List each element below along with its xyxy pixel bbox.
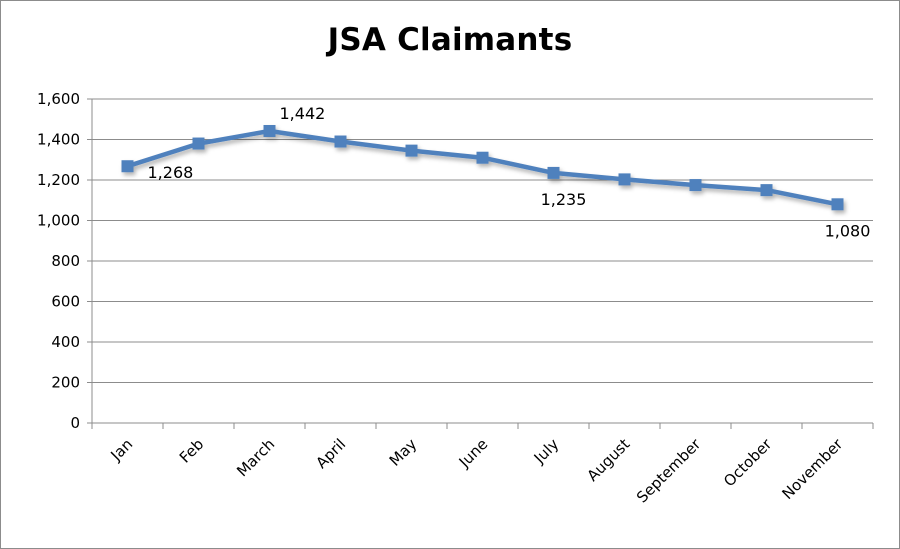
y-tick-label: 0 — [70, 414, 80, 432]
data-point — [192, 137, 205, 150]
data-point — [263, 124, 276, 137]
x-tick-label: November — [778, 435, 846, 503]
x-tick-label: Feb — [176, 435, 208, 467]
data-point — [689, 179, 702, 192]
data-point — [405, 144, 418, 157]
y-tick-label: 200 — [51, 374, 80, 392]
series-line — [125, 128, 840, 207]
y-tick-labels: 0 200 400 600 800 1,000 1,200 1,400 1,600 — [37, 90, 80, 432]
x-tick-labels: Jan Feb March April May June July August Septemb… — [107, 435, 847, 507]
data-point — [831, 198, 844, 211]
series-layer — [121, 124, 844, 211]
data-label: 1,268 — [148, 163, 194, 182]
data-point — [121, 160, 134, 173]
axes — [87, 98, 874, 429]
y-tick-label: 600 — [51, 293, 80, 311]
y-tick-label: 400 — [51, 333, 80, 351]
x-tick-label: June — [455, 435, 492, 472]
data-point — [547, 166, 560, 179]
y-tick-label: 1,600 — [37, 90, 80, 108]
x-tick-label: July — [530, 435, 563, 468]
data-labels: 1,268 1,442 1,235 1,080 — [148, 104, 871, 240]
data-point — [476, 151, 489, 164]
x-tick-label: September — [633, 435, 705, 507]
y-tick-label: 800 — [51, 252, 80, 270]
x-tick-label: May — [386, 435, 421, 470]
data-point — [334, 135, 347, 148]
x-tick-label: October — [720, 435, 776, 491]
data-point — [760, 184, 773, 197]
x-tick-label: March — [233, 435, 278, 480]
data-label: 1,235 — [541, 190, 587, 209]
x-tick-label: Jan — [107, 435, 137, 465]
data-point — [618, 173, 631, 186]
x-tick-label: August — [583, 435, 633, 485]
y-tick-label: 1,200 — [37, 171, 80, 189]
data-label: 1,080 — [825, 221, 871, 240]
y-tick-label: 1,000 — [37, 212, 80, 230]
chart-title: JSA Claimants — [327, 22, 573, 58]
data-label: 1,442 — [280, 104, 326, 123]
x-tick-label: April — [312, 435, 349, 472]
y-tick-label: 1,400 — [37, 131, 80, 149]
